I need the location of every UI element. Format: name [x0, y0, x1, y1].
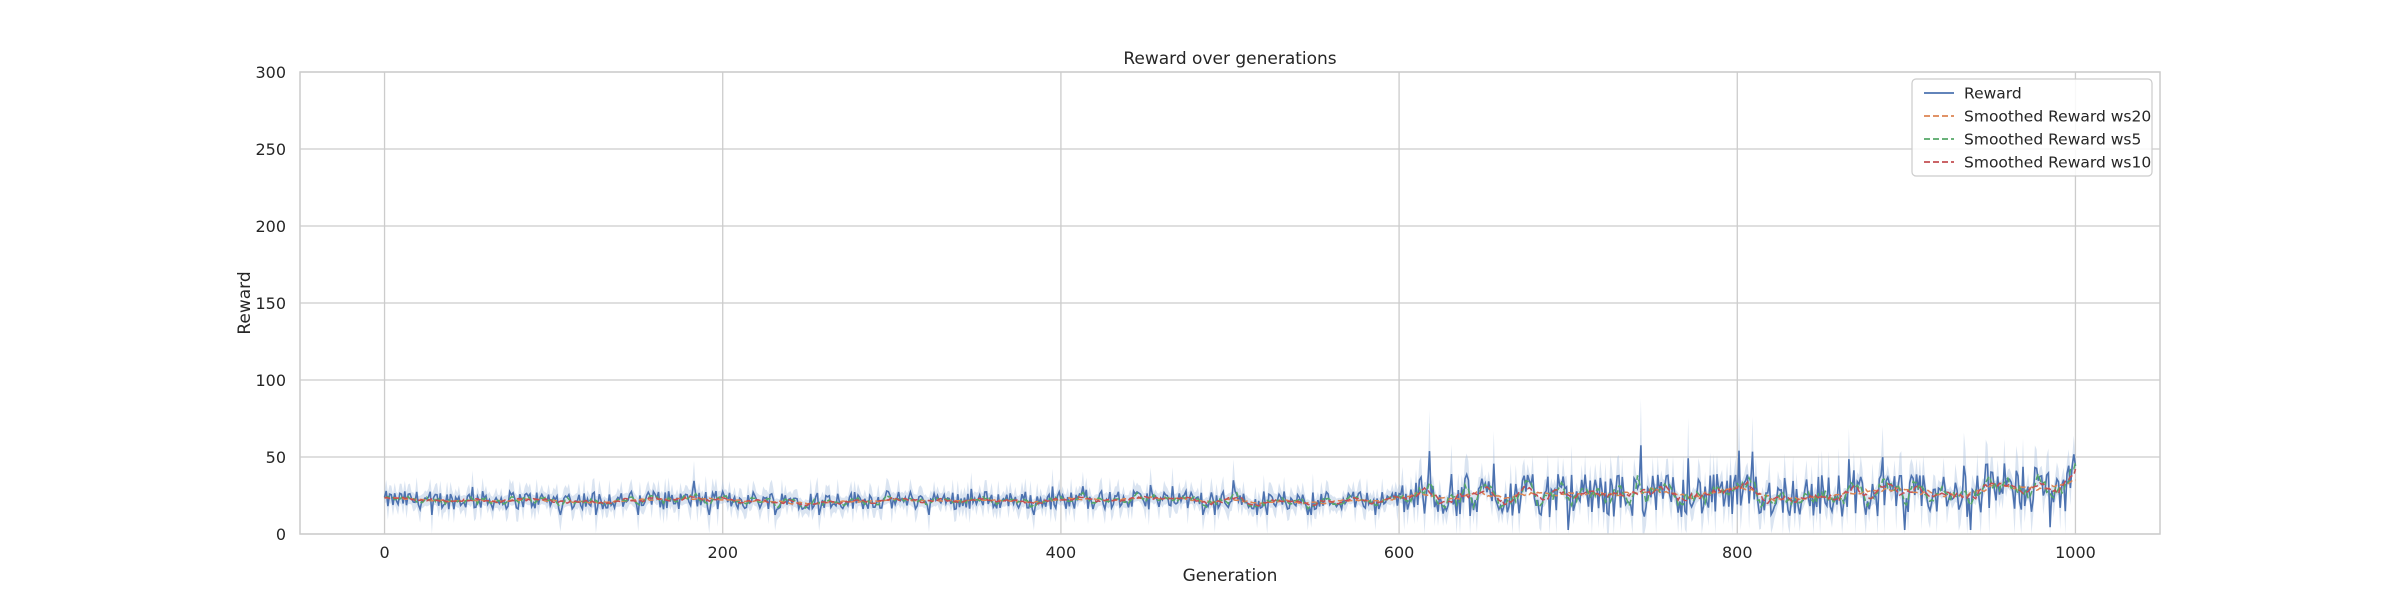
series-line-smoothed-reward-ws20	[384, 479, 2076, 505]
chart-title: Reward over generations	[1123, 49, 1336, 69]
y-tick-label: 150	[255, 294, 286, 313]
y-tick-label: 50	[266, 448, 286, 467]
series-line-smoothed-reward-ws10	[384, 468, 2077, 507]
legend-box	[1911, 78, 2153, 177]
series-line-smoothed-reward-ws5	[384, 462, 2077, 511]
legend-entry-label: Smoothed Reward ws20	[1964, 108, 2151, 126]
x-tick-label: 400	[1046, 543, 1077, 562]
x-tick-label: 600	[1384, 543, 1415, 562]
y-axis-label: Reward	[235, 271, 255, 334]
x-axis-label: Generation	[1183, 566, 1278, 586]
y-tick-label: 200	[255, 217, 286, 236]
y-tick-label: 300	[255, 63, 286, 82]
y-tick-label: 250	[255, 140, 286, 159]
x-tick-label: 1000	[2055, 543, 2096, 562]
reward-confidence-band	[384, 398, 2076, 534]
series-layer	[383, 398, 2077, 534]
legend-entry-label: Smoothed Reward ws5	[1964, 131, 2141, 149]
legend: Reward Smoothed Reward ws20 Smoothed Rewar…	[1911, 78, 2153, 177]
legend-entry-label: Reward	[1964, 85, 2022, 103]
plot-frame	[299, 71, 2161, 535]
x-tick-label: 800	[1722, 543, 1753, 562]
tick-labels: 0 200 400 600 800 1000 0 50 100 150 200 250 300	[255, 63, 2095, 562]
legend-entry-label: Smoothed Reward ws10	[1964, 154, 2151, 172]
x-tick-label: 200	[707, 543, 738, 562]
y-tick-label: 0	[276, 525, 286, 544]
y-tick-label: 100	[255, 371, 286, 390]
series-line-reward	[383, 445, 2077, 531]
x-tick-label: 0	[379, 543, 389, 562]
